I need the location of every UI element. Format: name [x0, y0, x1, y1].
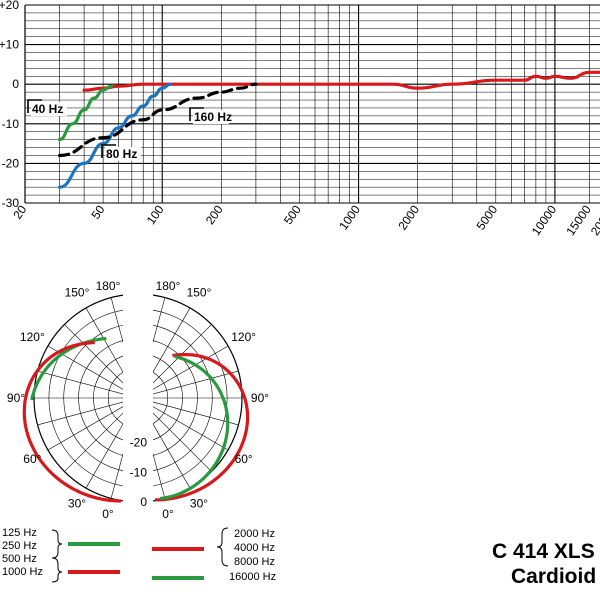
- polar-right-green: [159, 354, 230, 501]
- x-tick-label: 1000: [336, 202, 363, 232]
- polar-angle-label: 150°: [65, 285, 90, 299]
- cutoff-label-0: 40 Hz: [32, 102, 63, 116]
- x-tick-label: 5000: [473, 202, 500, 232]
- polar-series: [22, 336, 250, 503]
- polar-spoke: [37, 370, 131, 397]
- series-line-0: [82, 70, 600, 92]
- cutoff-label-bg: [31, 102, 67, 116]
- polar-angle-label: 30°: [68, 497, 86, 511]
- polar-radial-label: -10: [130, 465, 148, 479]
- x-tick-label: 200: [203, 202, 226, 227]
- polar-radial-label: 0: [140, 495, 147, 509]
- polar-spoke: [64, 324, 133, 393]
- legend-label-1000hz: 1000 Hz: [2, 566, 43, 578]
- x-tick-label: 10000: [529, 202, 560, 238]
- polar-spoke: [64, 403, 133, 472]
- series-line-1: [58, 84, 113, 142]
- polar-angle-label: 180°: [156, 279, 181, 293]
- legend-label-8000hz: 8000 Hz: [234, 556, 275, 568]
- y-tick-label: -30: [2, 196, 20, 210]
- cutoff-label-2: 160 Hz: [194, 110, 232, 124]
- polar-angle-label: 180°: [96, 279, 121, 293]
- polar-left-red: [22, 341, 122, 503]
- cutoff-label-1: 80 Hz: [106, 147, 137, 161]
- legend-label-500hz: 500 Hz: [2, 553, 37, 565]
- frequency-series: [58, 70, 600, 189]
- polar-spoke: [145, 370, 239, 397]
- y-tick-label: +10: [0, 38, 19, 52]
- polar-split-gap: [123, 288, 153, 508]
- polar-angle-label: 120°: [231, 330, 256, 344]
- polar-radial-label: -20: [130, 436, 148, 450]
- series-line-2: [58, 82, 172, 189]
- polar-angle-label: 60°: [23, 452, 41, 466]
- legend-brace-right-top: [216, 527, 229, 567]
- polar-spoke: [144, 401, 229, 451]
- legend-label-16000hz: 16000 Hz: [229, 571, 277, 583]
- legend-graphics: [51, 527, 229, 583]
- cutoff-mark-1: [101, 144, 116, 158]
- legend: 125 Hz 250 Hz 500 Hz 1000 Hz 2000 Hz 400…: [0, 520, 300, 600]
- cutoff-mark-2: [189, 107, 204, 121]
- cutoff-label-bg: [193, 110, 229, 124]
- polar-grid: [33, 288, 243, 508]
- polar-labels: 0° 0° 30° 30° 60° 60° 90° 90° 120° 120° 150° 150° 18…: [7, 279, 269, 521]
- polar-pattern-chart: 0° 0° 30° 30° 60° 60° 90° 90° 120° 120° 150° 150° 18…: [7, 279, 269, 521]
- polar-spoke: [144, 345, 229, 395]
- series-line-3: [58, 82, 258, 158]
- polar-angle-label: 120°: [20, 330, 45, 344]
- frequency-grid: [24, 4, 600, 204]
- polar-spoke: [47, 401, 132, 451]
- legend-label-250hz: 250 Hz: [2, 540, 37, 552]
- polar-angle-label: 90°: [251, 391, 269, 405]
- x-tick-label: 15000: [563, 202, 594, 238]
- cutoff-label-bg: [105, 147, 141, 161]
- cutoff-mark-0: [27, 99, 42, 113]
- polar-spoke: [145, 399, 239, 426]
- polar-angle-label: 0°: [102, 507, 114, 521]
- polar-angle-label: 0°: [162, 507, 174, 521]
- polar-angle-label: 90°: [7, 391, 25, 405]
- legend-label-2000hz: 2000 Hz: [234, 528, 275, 540]
- polar-spoke: [143, 403, 212, 472]
- polar-spoke: [37, 399, 131, 426]
- polar-angle-label: 150°: [187, 285, 212, 299]
- y-tick-label: 0: [12, 77, 19, 91]
- legend-label-4000hz: 4000 Hz: [234, 542, 275, 554]
- legend-brace-left-bottom: [51, 557, 63, 583]
- y-tick-label: -10: [2, 117, 20, 131]
- model-subtitle: Cardioid: [511, 565, 597, 588]
- x-tick-label: 500: [281, 202, 304, 227]
- polar-angle-label: 60°: [235, 452, 253, 466]
- y-tick-label: +20: [0, 0, 19, 12]
- x-tick-label: 100: [144, 202, 167, 227]
- y-tick-label: -20: [2, 156, 20, 170]
- legend-label-125hz: 125 Hz: [2, 527, 37, 539]
- polar-angle-label: 30°: [190, 497, 208, 511]
- polar-right-red: [154, 353, 250, 502]
- x-tick-label: 50: [88, 202, 107, 221]
- legend-brace-left-top: [51, 529, 63, 559]
- x-tick-label: 2000: [395, 202, 422, 232]
- polar-left-green: [30, 336, 107, 401]
- model-title: C 414 XLS: [492, 540, 595, 563]
